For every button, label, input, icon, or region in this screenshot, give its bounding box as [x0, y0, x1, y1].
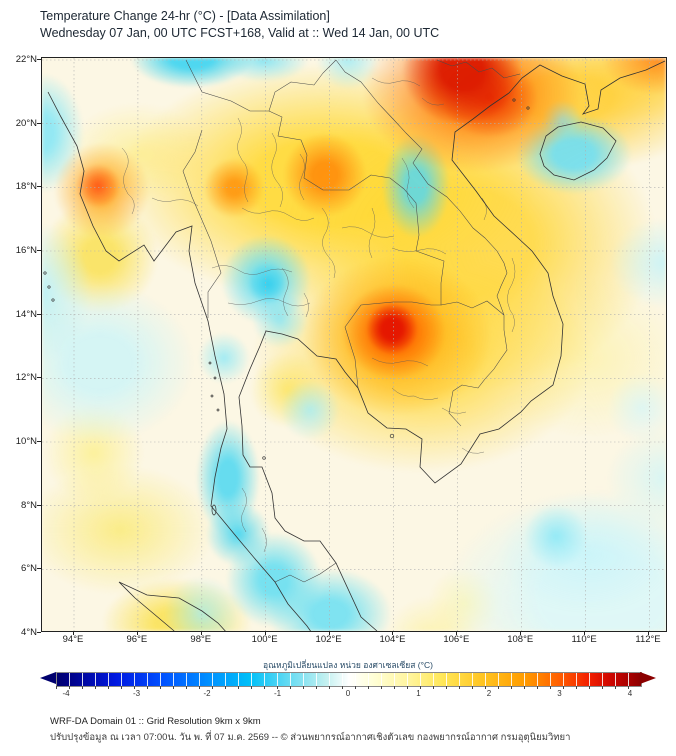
lat-tick-label: 18°N: [15, 181, 37, 193]
coastlines: [43, 60, 666, 631]
colorbar-min-arrow: [40, 672, 56, 684]
country-borders: [182, 59, 521, 583]
footer-update-info: ปรับปรุงข้อมูล ณ เวลา 07:00น. วัน พ. ที่…: [50, 732, 571, 743]
province-boundaries: [121, 77, 516, 553]
small-islands: [43, 98, 530, 516]
lon-tick-label: 98°E: [190, 634, 212, 645]
colorbar-tick-label: 0: [345, 689, 351, 698]
colorbar-tick-label: 2: [486, 689, 492, 698]
lat-tick-label: 10°N: [15, 436, 37, 448]
colorbar-title: อุณหภูมิเปลี่ยนแปลง หน่วย องศาเซลเซียส (…: [263, 660, 433, 670]
lat-tick-mark: [37, 568, 41, 570]
map-canvas: [41, 57, 667, 632]
lat-tick-mark: [37, 441, 41, 443]
header: Temperature Change 24-hr (°C) - [Data As…: [40, 8, 439, 42]
colorbar-tick-label: -3: [132, 689, 141, 698]
coastline-sumatra: [118, 581, 226, 631]
colorbar-tick-label: 3: [557, 689, 562, 698]
colorbar-minor-ticks: [56, 686, 640, 689]
lon-tick-mark: [520, 631, 522, 635]
lon-tick-mark: [584, 631, 586, 635]
lon-tick-mark: [392, 631, 394, 635]
lon-tick-mark: [136, 631, 138, 635]
lat-tick-mark: [37, 186, 41, 188]
lon-tick-label: 102°E: [315, 634, 342, 645]
colorbar: [40, 672, 656, 687]
graticule: [42, 58, 666, 631]
lat-tick-label: 12°N: [15, 372, 37, 384]
colorbar-max-arrow: [640, 672, 656, 684]
lon-tick-label: 96°E: [126, 634, 148, 645]
lon-tick-label: 104°E: [379, 634, 406, 645]
colorbar-gradient: [56, 672, 642, 687]
lon-tick-label: 110°E: [571, 634, 597, 645]
lon-tick-mark: [200, 631, 202, 635]
lat-tick-label: 22°N: [15, 54, 37, 65]
page-title: Temperature Change 24-hr (°C) - [Data As…: [40, 9, 330, 23]
lon-tick-label: 108°E: [507, 634, 534, 645]
lat-tick-mark: [37, 122, 41, 124]
page-subtitle: Wednesday 07 Jan, 00 UTC FCST+168, Valid…: [40, 26, 440, 40]
lat-tick-label: 20°N: [15, 117, 37, 129]
lat-tick-mark: [37, 250, 41, 251]
lat-tick-mark: [37, 313, 41, 315]
lat-tick-label: 8°N: [21, 499, 37, 511]
lat-tick-label: 14°N: [15, 308, 37, 320]
lon-tick-label: 94°E: [62, 634, 84, 645]
lon-tick-label: 100°E: [251, 634, 278, 645]
lat-tick-mark: [37, 504, 41, 506]
lon-tick-mark: [264, 631, 266, 635]
colorbar-tick-label: 4: [627, 689, 633, 698]
lon-tick-mark: [73, 631, 74, 635]
lon-tick-label: 106°E: [443, 634, 470, 645]
colorbar-tick-label: -2: [203, 689, 211, 698]
colorbar-tick-label: -4: [62, 689, 70, 698]
lat-tick-mark: [37, 59, 41, 60]
lon-tick-mark: [328, 631, 330, 635]
lat-tick-label: 6°N: [21, 563, 37, 575]
lon-tick-mark: [456, 631, 458, 635]
lon-tick-mark: [648, 631, 649, 635]
coastline-mainland-west: [47, 91, 311, 631]
coastline-hainan: [539, 121, 617, 181]
lat-tick-label: 4°N: [21, 627, 37, 639]
lat-tick-label: 16°N: [15, 245, 37, 256]
lon-tick-label: 112°E: [635, 634, 661, 645]
lat-tick-mark: [37, 377, 41, 379]
colorbar-tick-label: -1: [273, 689, 282, 698]
lat-tick-mark: [37, 632, 41, 634]
map-overlay-svg: [42, 58, 666, 631]
footer-domain-info: WRF-DA Domain 01 :: Grid Resolution 9km …: [50, 716, 261, 727]
colorbar-tick-label: 1: [416, 689, 421, 698]
coastline-gulf-vietnam-china: [238, 60, 666, 631]
